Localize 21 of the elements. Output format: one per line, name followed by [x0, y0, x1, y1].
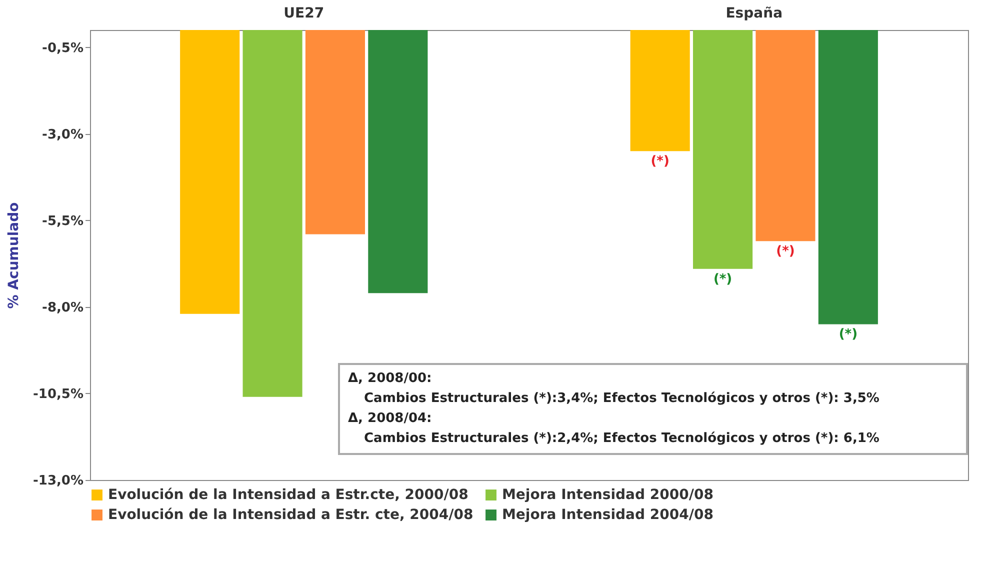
legend-label: Evolución de la Intensidad a Estr.cte, 2000/08	[108, 487, 468, 503]
annotation: (*)	[650, 154, 670, 170]
y-tick-label: -3,0%	[42, 127, 84, 142]
legend-label: Evolución de la Intensidad a Estr. cte, 2004/08	[108, 507, 474, 523]
annotation: (*)	[776, 244, 795, 260]
annotation: (*)	[838, 327, 858, 342]
y-tick-label: -0,5%	[42, 40, 84, 56]
x-tick-label: UE27	[284, 6, 324, 22]
y-tick-label: -8,0%	[42, 300, 84, 316]
y-axis-title: % Acumulado	[6, 202, 22, 309]
annotation: Cambios Estructurales (*):3,4%; Efectos Tecnológicos y otros (*): 3,5%	[363, 390, 880, 408]
y-tick-label: -5,5%	[42, 214, 84, 229]
x-tick-label: España	[726, 6, 783, 22]
annotation: Δ, 2008/00:	[348, 370, 433, 388]
legend-label: Mejora Intensidad 2004/08	[502, 507, 714, 523]
y-tick-label: -10,5%	[33, 386, 84, 402]
annotation: Cambios Estructurales (*):2,4%; Efectos Tecnológicos y otros (*): 6,1%	[363, 430, 880, 448]
y-tick-label: -13,0%	[33, 474, 84, 488]
annotation: Δ, 2008/04:	[348, 410, 433, 428]
legend-label: Mejora Intensidad 2000/08	[502, 487, 714, 503]
annotation: (*)	[713, 272, 732, 287]
